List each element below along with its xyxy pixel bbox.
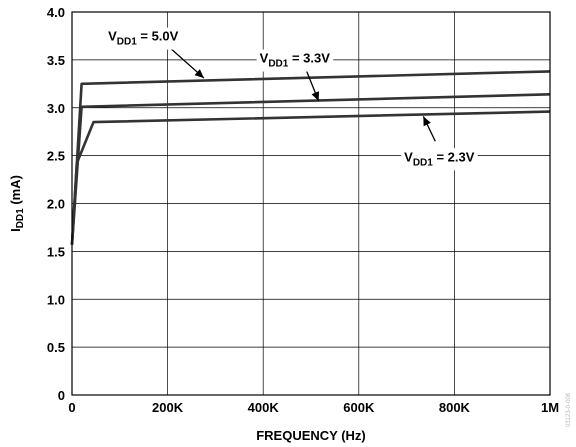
annotation-label-sub: DD1 [413,157,433,168]
annotation-arrowhead-vdd5 [194,69,204,79]
annotation-label-sub: DD1 [268,59,288,70]
annotation-label-vdd5: VDD1 = 5.0V [108,29,179,48]
tick-labels: 0 200K 400K 600K 800K 1M 0 0.5 1.0 1.5 2.0 2.5 3.0 3.… [47,5,559,415]
y-tick-label-4: 2.0 [47,197,65,212]
y-tick-label-2: 1.0 [47,292,65,307]
x-tick-label-2: 400K [248,400,280,415]
annotation-bg-vdd33 [256,49,334,72]
y-tick-label-8: 4.0 [47,5,65,20]
x-tick-label-3: 600K [343,400,375,415]
annotation-bg-vdd5 [105,27,182,50]
x-tick-label-5: 1M [541,400,559,415]
y-tick-label-7: 3.5 [47,53,65,68]
x-axis-title: FREQUENCY (Hz) [256,428,366,443]
y-tick-label-5: 2.5 [47,149,65,164]
annotation-label-pre: V [404,149,413,164]
figure-id-watermark: 03123-0-008 [566,392,572,427]
annotation-label-pre: V [108,29,117,44]
annotation-bg-vdd23 [401,148,478,171]
x-tick-label-4: 800K [439,400,471,415]
annotation-arrowhead-vdd33 [311,91,320,102]
annotation-arrowhead-vdd23 [423,116,431,127]
annotation-label-sub: DD1 [117,37,137,48]
annotation-label-post: = 2.3V [433,149,475,164]
y-tick-label-0: 0 [58,388,65,403]
y-axis-title-sub: DD1 [15,208,26,228]
annotation-label-post: = 3.3V [288,51,330,66]
y-axis-title-unit: (mA) [8,175,23,208]
annotation-label-vdd23: VDD1 = 2.3V [404,149,475,168]
annotation-label-vdd33: VDD1 = 3.3V [260,51,331,70]
y-axis-title: IDD1 (mA) [8,175,26,232]
x-tick-label-1: 200K [152,400,184,415]
y-tick-label-3: 1.5 [47,244,65,259]
series-lines [70,70,551,245]
annotation-label-pre: V [260,51,269,66]
y-axis-title-main: I [8,228,23,232]
y-tick-label-1: 0.5 [47,340,65,355]
annotation-label-post: = 5.0V [137,29,179,44]
y-tick-label-6: 3.0 [47,101,65,116]
x-tick-label-0: 0 [68,400,75,415]
plot-frame [71,11,551,396]
series-line-vdd23 [70,110,551,245]
